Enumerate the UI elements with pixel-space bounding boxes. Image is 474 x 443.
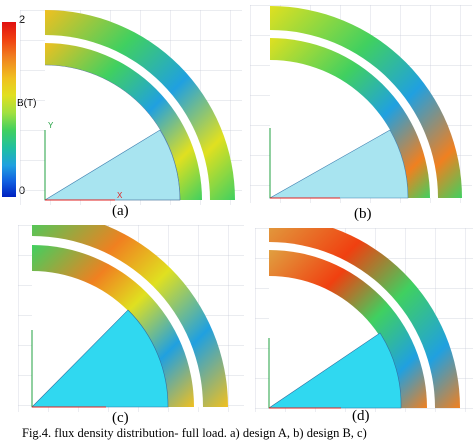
panel-b <box>250 5 472 203</box>
panel-a-label: (a) <box>112 203 129 219</box>
flux-plot-d <box>255 228 473 412</box>
panel-d-label: (d) <box>352 408 370 424</box>
panel-b-label: (b) <box>354 206 372 222</box>
flux-density-colorbar <box>2 22 16 197</box>
panel-c <box>18 225 244 412</box>
flux-plot-b <box>250 5 472 203</box>
flux-plot-c <box>18 225 244 412</box>
panel-d <box>255 228 473 412</box>
panel-a: Y X <box>20 10 242 205</box>
flux-plot-a: Y X <box>20 10 242 205</box>
figure-caption: Fig.4. flux density distribution- full l… <box>22 426 367 440</box>
axis-x-label: X <box>117 191 123 200</box>
axis-y-label: Y <box>48 121 54 130</box>
panel-c-label: (c) <box>112 410 129 426</box>
